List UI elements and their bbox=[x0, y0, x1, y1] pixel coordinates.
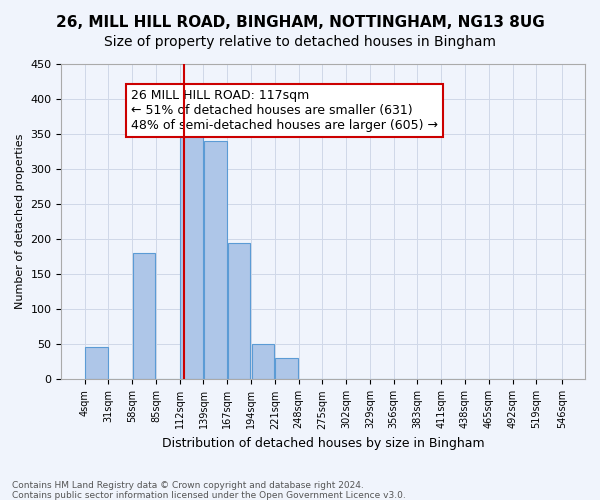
Text: Size of property relative to detached houses in Bingham: Size of property relative to detached ho… bbox=[104, 35, 496, 49]
Bar bbox=[275, 358, 298, 380]
Bar bbox=[133, 254, 155, 380]
Text: Contains public sector information licensed under the Open Government Licence v3: Contains public sector information licen… bbox=[12, 491, 406, 500]
Text: Contains HM Land Registry data © Crown copyright and database right 2024.: Contains HM Land Registry data © Crown c… bbox=[12, 481, 364, 490]
Bar bbox=[228, 243, 250, 380]
Bar bbox=[180, 124, 203, 380]
Bar bbox=[204, 141, 227, 380]
X-axis label: Distribution of detached houses by size in Bingham: Distribution of detached houses by size … bbox=[162, 437, 485, 450]
Bar bbox=[251, 344, 274, 380]
Text: 26 MILL HILL ROAD: 117sqm
← 51% of detached houses are smaller (631)
48% of semi: 26 MILL HILL ROAD: 117sqm ← 51% of detac… bbox=[131, 88, 438, 132]
Bar bbox=[85, 347, 108, 380]
Text: 26, MILL HILL ROAD, BINGHAM, NOTTINGHAM, NG13 8UG: 26, MILL HILL ROAD, BINGHAM, NOTTINGHAM,… bbox=[56, 15, 544, 30]
Y-axis label: Number of detached properties: Number of detached properties bbox=[15, 134, 25, 310]
